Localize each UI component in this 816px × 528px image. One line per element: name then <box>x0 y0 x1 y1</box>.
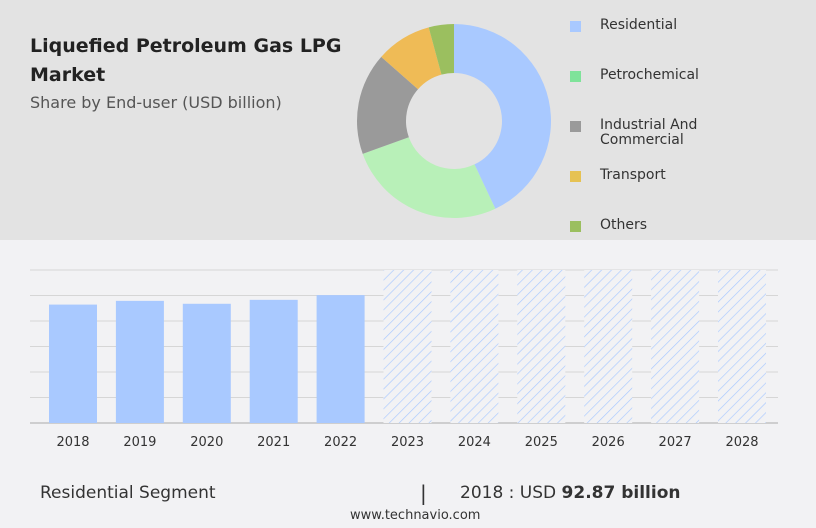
site-url[interactable]: www.technavio.com <box>350 508 481 523</box>
donut-slice-residential <box>454 24 551 209</box>
legend-label: Industrial And Commercial <box>600 117 698 148</box>
x-tick-label: 2018 <box>56 435 89 450</box>
legend-label: Others <box>600 217 648 233</box>
bar-2019 <box>115 300 164 423</box>
legend-swatch <box>570 71 581 82</box>
x-tick-label: 2022 <box>324 435 357 450</box>
forecast-bar-2024 <box>450 270 499 423</box>
legend-swatch <box>570 221 581 232</box>
bar-2018 <box>49 304 97 423</box>
separator: | <box>420 481 427 505</box>
legend-label: Transport <box>600 167 666 183</box>
x-tick-label: 2026 <box>592 435 625 450</box>
x-tick-label: 2020 <box>190 435 223 450</box>
forecast-bar-2028 <box>718 270 766 423</box>
donut-slice-others <box>428 24 454 75</box>
segment-label: Residential Segment <box>40 483 216 503</box>
forecast-bar-2026 <box>584 270 633 423</box>
legend-label: Residential <box>600 17 678 33</box>
x-tick-label: 2023 <box>391 435 424 450</box>
legend-label: Petrochemical <box>600 67 699 83</box>
donut-slice-industrial-and-commercial <box>357 56 418 154</box>
bar-2020 <box>182 303 231 423</box>
bar-chart: 2018 2019 2020 2021 2022 2023 2024 2025 2026 2027… <box>30 269 778 450</box>
forecast-bar-2027 <box>651 270 700 423</box>
chart-subtitle: Share by End-user (USD billion) <box>30 93 282 112</box>
bar-2022 <box>316 295 365 423</box>
x-tick-label: 2027 <box>659 435 692 450</box>
value-readout: 2018 : USD 92.87 billion <box>460 483 680 503</box>
donut-chart <box>357 24 551 218</box>
donut-slice-petrochemical <box>362 137 496 218</box>
value-amount: 92.87 billion <box>561 483 681 503</box>
legend-swatch <box>570 121 581 132</box>
x-tick-label: 2025 <box>525 435 558 450</box>
chart-title: Liquefied Petroleum Gas LPG Market <box>30 35 342 86</box>
legend-swatch <box>570 171 581 182</box>
x-tick-label: 2021 <box>257 435 290 450</box>
bar-2021 <box>249 299 298 423</box>
x-tick-label: 2019 <box>123 435 156 450</box>
x-tick-label: 2024 <box>458 435 491 450</box>
forecast-bar-2023 <box>383 270 432 423</box>
forecast-bar-2025 <box>517 270 566 423</box>
year-prefix: 2018 : USD <box>460 483 562 503</box>
donut-slice-transport <box>381 27 442 90</box>
x-tick-label: 2028 <box>725 435 758 450</box>
legend-swatch <box>570 21 581 32</box>
